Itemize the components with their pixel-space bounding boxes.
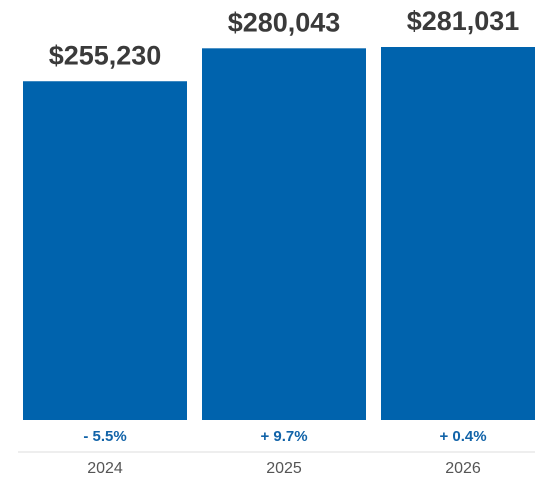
value-label: $281,031 bbox=[407, 6, 520, 36]
x-tick-label: 2026 bbox=[445, 460, 481, 477]
bar bbox=[202, 48, 366, 420]
x-tick-label: 2024 bbox=[87, 460, 123, 477]
change-label: + 9.7% bbox=[260, 428, 307, 445]
value-label: $255,230 bbox=[49, 40, 162, 70]
bar bbox=[23, 81, 187, 421]
value-label: $280,043 bbox=[228, 7, 341, 37]
change-label: + 0.4% bbox=[439, 428, 486, 445]
change-label: - 5.5% bbox=[83, 428, 126, 445]
bar bbox=[381, 47, 535, 420]
x-tick-label: 2025 bbox=[266, 460, 302, 477]
